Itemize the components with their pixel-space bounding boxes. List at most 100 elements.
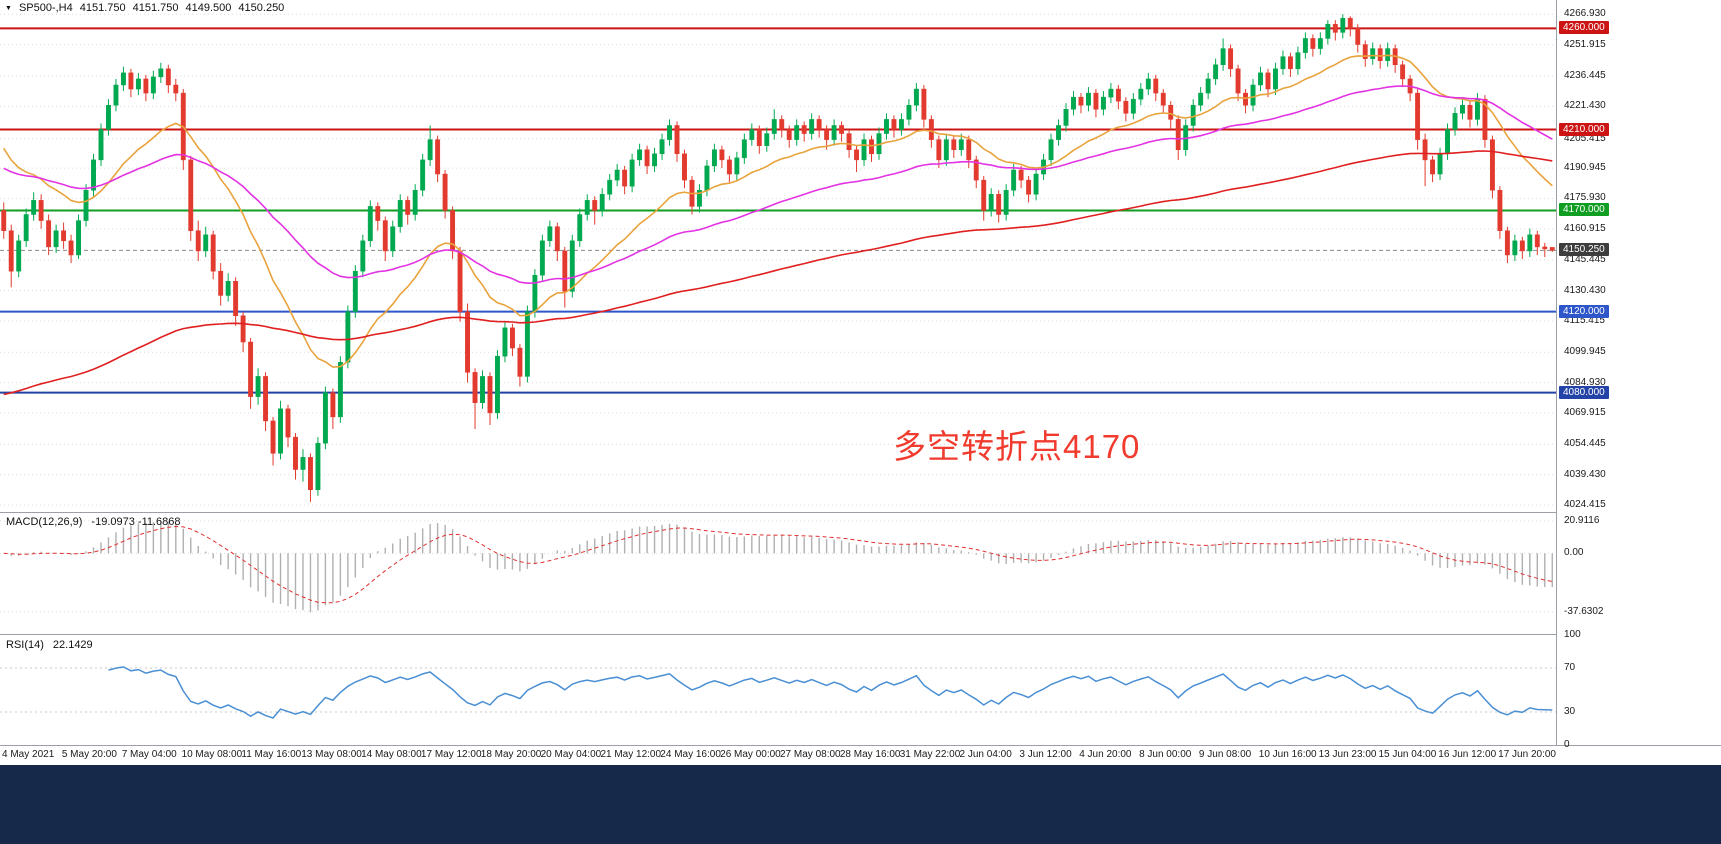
candle-body xyxy=(913,88,919,106)
candle-body xyxy=(891,119,897,130)
chart-canvas[interactable] xyxy=(0,0,1556,747)
price-axis-label: 4069.915 xyxy=(1564,407,1606,418)
candle-body xyxy=(509,327,515,349)
candle-body xyxy=(1265,72,1271,90)
candle-body xyxy=(23,214,29,242)
candle-body xyxy=(120,72,126,86)
candle-body xyxy=(562,250,568,292)
price-axis-label: 4039.430 xyxy=(1564,468,1606,480)
price-badge-4120.000: 4120.000 xyxy=(1559,304,1609,318)
price-axis[interactable]: 4266.930 4251.915 4236.445 4221.430 4205.415… xyxy=(1556,0,1721,750)
candle-body xyxy=(704,165,710,191)
candle-body xyxy=(427,139,433,161)
time-axis-label: 11 May 16:00 xyxy=(241,749,302,760)
candle-body xyxy=(457,250,463,312)
candle-body xyxy=(861,139,867,161)
candle-body xyxy=(569,240,575,292)
candle-body xyxy=(928,119,934,140)
time-axis-label: 10 Jun 16:00 xyxy=(1258,749,1317,760)
price-axis-label: 4024.415 xyxy=(1564,499,1606,511)
candle-body xyxy=(308,457,313,490)
candle-body xyxy=(270,420,276,454)
ma-fast-line xyxy=(3,54,1553,368)
candle-body xyxy=(1549,247,1555,251)
candle-body xyxy=(1422,139,1428,161)
price-axis-label: 4160.915 xyxy=(1564,222,1606,234)
price-axis-label: 4205.415 xyxy=(1564,132,1606,144)
price-axis-label: 4175.930 xyxy=(1564,192,1606,204)
candle-body xyxy=(412,189,418,215)
candle-body xyxy=(644,149,650,167)
candle-body xyxy=(614,169,620,181)
price-axis-label: 4084.930 xyxy=(1564,376,1606,388)
pane-separator[interactable] xyxy=(0,512,1721,513)
candle-body xyxy=(1243,92,1248,106)
candle-body xyxy=(884,119,889,134)
candle-body xyxy=(801,125,807,134)
candle-body xyxy=(839,125,845,134)
time-axis-label: 21 May 12:00 xyxy=(600,749,662,760)
time-axis-label: 24 May 16:00 xyxy=(660,749,721,760)
candle-body xyxy=(367,206,373,242)
time-axis-label: 9 Jun 08:00 xyxy=(1198,749,1252,760)
candle-body xyxy=(1033,173,1039,195)
candle-body xyxy=(1093,92,1099,110)
candle-body xyxy=(1220,48,1226,66)
candle-body xyxy=(741,139,747,159)
candle-body xyxy=(1175,119,1181,151)
candles-layer xyxy=(1,14,1555,502)
candle-body xyxy=(83,189,89,221)
candle-body xyxy=(1235,68,1241,94)
candle-body xyxy=(1086,92,1091,106)
price-axis-label: 4054.445 xyxy=(1564,438,1606,450)
candle-body xyxy=(1512,240,1518,256)
rsi-line xyxy=(108,666,1553,719)
price-badge-4150.250: 4150.250 xyxy=(1559,243,1609,257)
candle-body xyxy=(786,129,792,140)
candle-body xyxy=(382,220,388,252)
rsi-axis-label: 30 xyxy=(1564,706,1576,717)
candle-body xyxy=(906,104,912,120)
candle-body xyxy=(278,408,283,454)
time-axis-label: 17 Jun 20:00 xyxy=(1498,749,1556,760)
time-axis-label: 18 May 20:00 xyxy=(480,749,542,760)
candle-body xyxy=(524,311,530,377)
candle-body xyxy=(1138,88,1144,100)
candle-body xyxy=(532,274,538,312)
candle-body xyxy=(779,119,785,130)
candle-body xyxy=(442,173,448,211)
candle-body xyxy=(592,200,598,211)
time-axis-label: 26 May 00:00 xyxy=(720,749,781,760)
candle-body xyxy=(734,157,740,175)
candle-body xyxy=(195,230,201,252)
time-axis-label: 7 May 04:00 xyxy=(121,749,177,760)
candle-body xyxy=(599,194,605,211)
candle-body xyxy=(158,68,164,78)
candle-body xyxy=(1273,68,1278,90)
candle-body xyxy=(1003,189,1009,215)
rsi-axis-label: 100 xyxy=(1564,629,1581,640)
candle-body xyxy=(711,149,717,167)
candle-body xyxy=(293,436,298,470)
price-axis-label: 4190.945 xyxy=(1564,162,1606,174)
price-axis-label: 4266.930 xyxy=(1564,8,1606,20)
candle-body xyxy=(150,76,156,94)
candle-body xyxy=(76,220,81,256)
pane-separator[interactable] xyxy=(0,634,1721,635)
time-axis-label: 4 May 2021 xyxy=(2,749,55,760)
candle-body xyxy=(584,200,590,215)
candle-body xyxy=(1452,113,1458,130)
candle-body xyxy=(1325,24,1331,39)
candle-body xyxy=(420,159,426,191)
candle-body xyxy=(936,139,942,161)
candle-body xyxy=(128,72,134,90)
candle-body xyxy=(629,159,635,187)
candle-body xyxy=(16,240,22,272)
time-axis[interactable]: 4 May 2021 5 May 20:00 7 May 04:00 10 May 0… xyxy=(0,747,1556,765)
candle-body xyxy=(450,210,456,252)
price-badge-4170.000: 4170.000 xyxy=(1559,203,1609,217)
time-axis-label: 27 May 08:00 xyxy=(780,749,841,760)
candle-body xyxy=(1482,98,1488,140)
candle-body xyxy=(1415,92,1421,140)
